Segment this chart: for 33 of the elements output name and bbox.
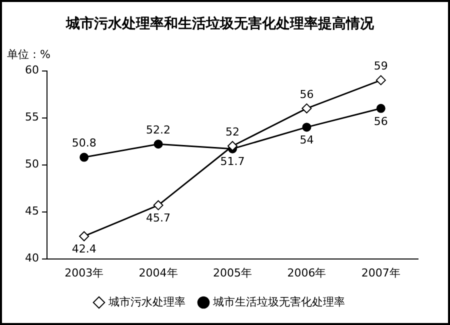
data-label: 51.7 [220,155,245,168]
y-axis-title: 单位：% [6,48,50,62]
point [376,104,386,113]
data-label: 54 [300,134,314,147]
y-tick-label: 50 [24,158,39,171]
y-tick-label: 45 [24,204,39,218]
legend-label: 城市生活垃圾无害化处理率 [212,295,345,308]
point [228,141,238,151]
point [302,103,312,114]
data-label: 56 [300,88,314,101]
data-label: 42.4 [72,242,96,256]
x-tick-label: 2005年 [213,266,252,280]
data-label: 52.2 [146,123,171,136]
point [80,152,89,162]
x-tick-label: 2006年 [287,266,326,280]
data-label: 56 [374,114,388,128]
x-tick-label: 2007年 [361,266,400,280]
x-tick-label: 2003年 [64,266,104,280]
y-tick-label: 55 [24,110,39,124]
point [302,122,312,132]
y-tick-label: 40 [24,252,39,265]
data-label: 45.7 [146,212,171,225]
point [153,200,164,210]
y-tick-label: 60 [24,64,39,77]
x-tick-label: 2004年 [138,266,178,280]
point [154,140,163,149]
data-label: 59 [374,60,388,73]
data-label: 52 [226,125,240,138]
chart-title: 城市污水处理率和生活垃圾无害化处理率提高情况 [65,15,375,32]
data-label: 50.8 [72,136,96,150]
point [79,231,90,242]
legend-label: 城市污水处理率 [108,295,186,308]
point [376,75,386,86]
